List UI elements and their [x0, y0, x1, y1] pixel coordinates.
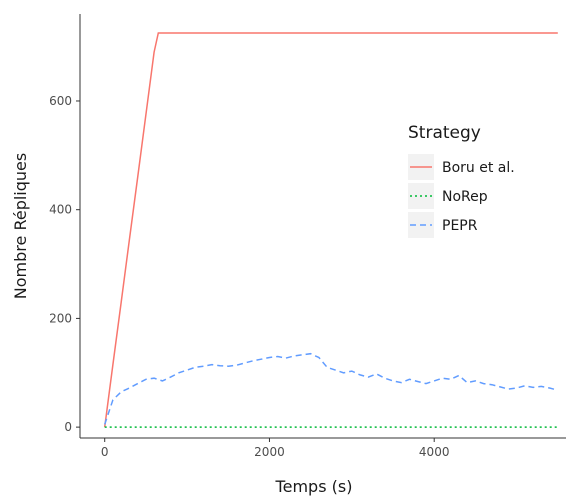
legend-label: NoRep	[442, 189, 488, 205]
y-tick-label: 600	[49, 94, 72, 108]
y-tick-label: 200	[49, 311, 72, 325]
x-axis-title: Temps (s)	[275, 477, 353, 496]
x-tick-label: 4000	[419, 445, 450, 459]
series-line-pepr	[103, 352, 558, 425]
x-tick-label: 2000	[254, 445, 285, 459]
x-tick-label: 0	[101, 445, 109, 459]
y-tick-label: 0	[64, 420, 72, 434]
legend-label: Boru et al.	[442, 160, 515, 176]
legend-label: PEPR	[442, 218, 478, 234]
y-axis-title: Nombre Répliques	[11, 153, 30, 299]
legend-title: Strategy	[408, 123, 481, 143]
ticks-layer: 0 2000 4000 0 200 400 600	[49, 94, 449, 459]
legend: Strategy Boru et al. NoRep PEPR	[408, 123, 515, 238]
series-line-boru-et-al	[103, 32, 558, 428]
y-tick-label: 400	[49, 203, 72, 217]
plot-layer	[103, 32, 558, 428]
